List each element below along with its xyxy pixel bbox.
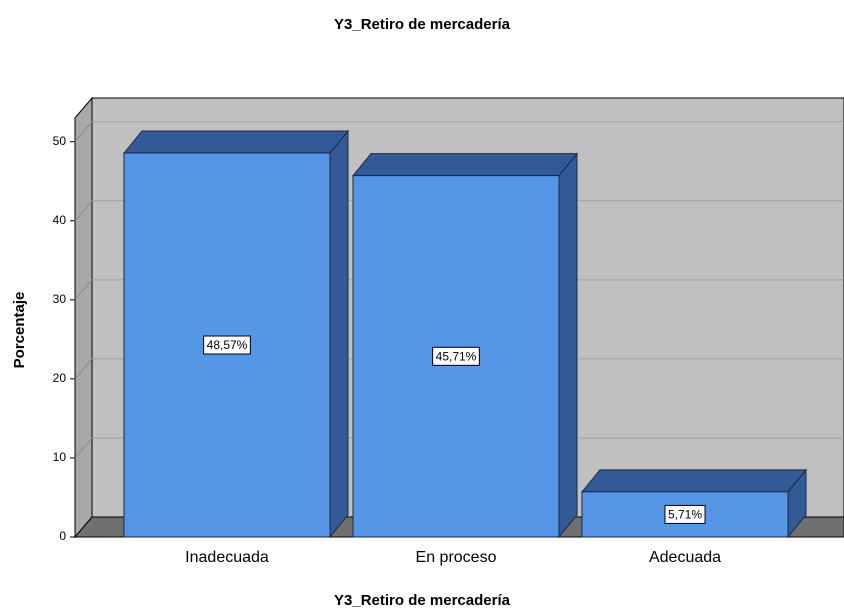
- value-label-box: [432, 346, 480, 366]
- grid-line: [74, 200, 93, 222]
- bar-top: [351, 153, 579, 177]
- x-tick-label: Inadecuada: [185, 549, 269, 566]
- x-tick-label: Adecuada: [649, 549, 721, 566]
- y-tick-label: 0: [59, 529, 66, 543]
- y-tick-label: 40: [53, 213, 67, 227]
- bar-side: [558, 152, 578, 539]
- grid-line: [74, 358, 93, 380]
- value-label: 48,57%: [207, 338, 248, 352]
- y-tick-label: 50: [53, 134, 67, 148]
- y-tick-label: 30: [53, 292, 67, 306]
- left-wall: [74, 96, 93, 539]
- bar: [123, 152, 331, 538]
- grid-line: [74, 121, 93, 143]
- grid-line: [74, 279, 93, 301]
- bar-side: [329, 129, 349, 539]
- y-tick-label: 10: [53, 450, 67, 464]
- bar-top: [580, 469, 808, 493]
- grid-line: [74, 437, 93, 459]
- x-tick-label: En proceso: [416, 549, 497, 566]
- y-tick-label: 20: [53, 371, 67, 385]
- value-label-box: [203, 335, 251, 355]
- y-axis-label: Porcentaje: [11, 292, 28, 369]
- chart-title: Y3_Retiro de mercadería: [334, 16, 511, 33]
- value-label-box: [664, 504, 706, 524]
- x-axis-label: Y3_Retiro de mercadería: [334, 592, 511, 609]
- bar-top: [122, 130, 350, 154]
- value-label: 5,71%: [668, 508, 702, 522]
- value-label: 45,71%: [436, 349, 477, 363]
